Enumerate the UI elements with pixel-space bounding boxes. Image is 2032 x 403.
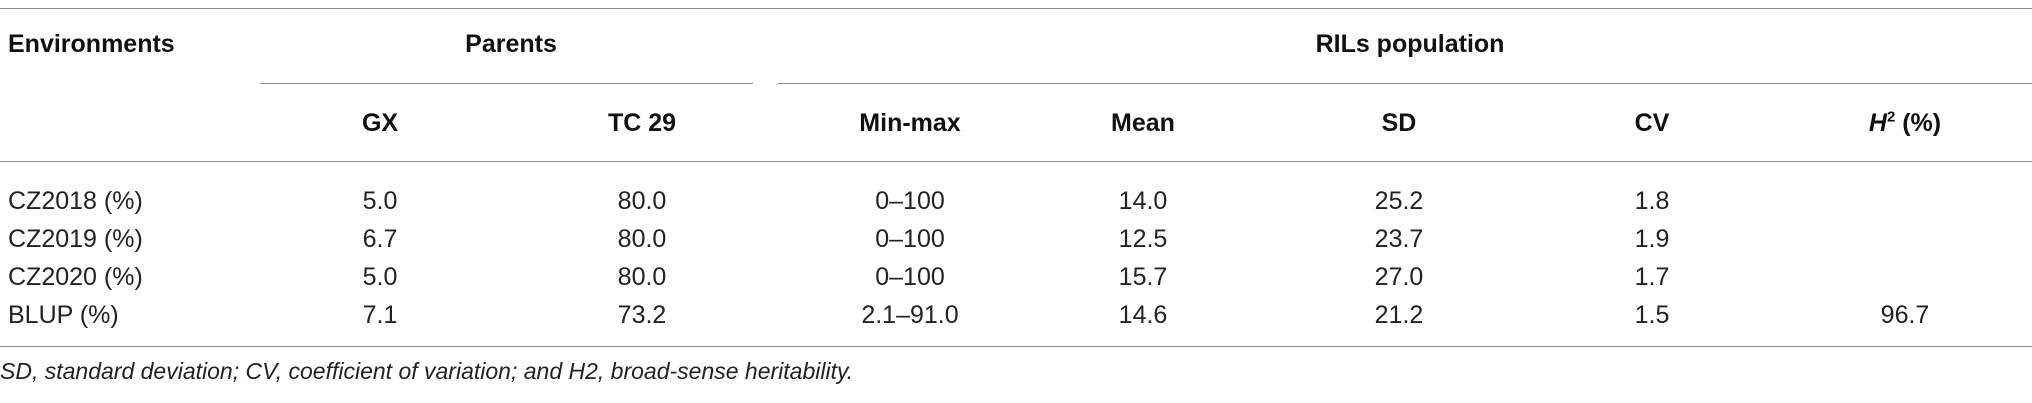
header-rils-population: RILs population bbox=[1315, 30, 1505, 58]
cell-sd: 25.2 bbox=[1374, 187, 1424, 215]
cell-gx: 5.0 bbox=[362, 263, 398, 291]
header-h2-letter: H bbox=[1868, 109, 1887, 137]
header-parents: Parents bbox=[465, 30, 557, 58]
header-min-max: Min-max bbox=[859, 109, 961, 137]
cell-cv: 1.9 bbox=[1634, 225, 1670, 253]
cell-environment: CZ2019 (%) bbox=[8, 225, 143, 253]
cell-min-max: 2.1–91.0 bbox=[861, 301, 959, 329]
cell-tc29: 73.2 bbox=[617, 301, 667, 329]
header-sd: SD bbox=[1381, 109, 1417, 137]
header-tc29: TC 29 bbox=[607, 109, 677, 137]
cell-gx: 7.1 bbox=[362, 301, 398, 329]
cell-environment: BLUP (%) bbox=[8, 301, 119, 329]
header-h2: H2 (%) bbox=[1869, 108, 1941, 138]
header-gx: GX bbox=[361, 109, 399, 137]
parents-group-rule bbox=[260, 83, 753, 84]
cell-sd: 21.2 bbox=[1374, 301, 1424, 329]
header-environments: Environments bbox=[8, 30, 175, 58]
cell-cv: 1.7 bbox=[1634, 263, 1670, 291]
cell-min-max: 0–100 bbox=[875, 187, 945, 215]
rils-group-rule bbox=[778, 83, 2032, 84]
cell-environment: CZ2020 (%) bbox=[8, 263, 143, 291]
cell-tc29: 80.0 bbox=[617, 263, 667, 291]
cell-environment: CZ2018 (%) bbox=[8, 187, 143, 215]
cell-tc29: 80.0 bbox=[617, 187, 667, 215]
cell-tc29: 80.0 bbox=[617, 225, 667, 253]
header-h2-unit: (%) bbox=[1895, 109, 1942, 137]
cell-gx: 5.0 bbox=[362, 187, 398, 215]
cell-gx: 6.7 bbox=[362, 225, 398, 253]
cell-mean: 12.5 bbox=[1118, 225, 1168, 253]
cell-mean: 15.7 bbox=[1118, 263, 1168, 291]
cell-mean: 14.6 bbox=[1118, 301, 1168, 329]
header-bottom-rule bbox=[0, 161, 2032, 162]
cell-mean: 14.0 bbox=[1118, 187, 1168, 215]
header-mean: Mean bbox=[1111, 109, 1175, 137]
table-bottom-rule bbox=[0, 346, 2032, 347]
table-top-rule bbox=[0, 8, 2032, 9]
table-footnote: SD, standard deviation; CV, coefficient … bbox=[0, 358, 854, 384]
header-cv: CV bbox=[1634, 109, 1670, 137]
cell-sd: 23.7 bbox=[1374, 225, 1424, 253]
cell-sd: 27.0 bbox=[1374, 263, 1424, 291]
cell-min-max: 0–100 bbox=[875, 225, 945, 253]
header-h2-superscript: 2 bbox=[1886, 108, 1896, 126]
cell-h2: 96.7 bbox=[1880, 301, 1930, 329]
cell-min-max: 0–100 bbox=[875, 263, 945, 291]
cell-cv: 1.8 bbox=[1634, 187, 1670, 215]
cell-cv: 1.5 bbox=[1634, 301, 1670, 329]
